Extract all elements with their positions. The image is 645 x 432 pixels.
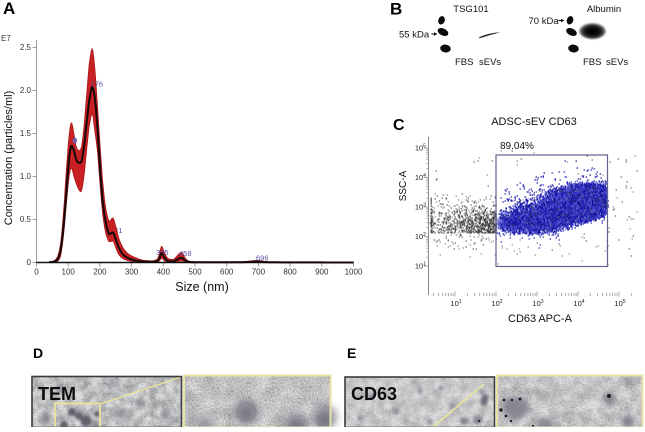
svg-text:104: 104: [573, 299, 584, 308]
svg-text:D: D: [33, 345, 43, 361]
svg-text:500: 500: [188, 268, 202, 277]
svg-text:TSG101: TSG101: [453, 4, 488, 15]
svg-text:C: C: [393, 117, 405, 134]
svg-text:E7: E7: [1, 34, 11, 43]
svg-text:A: A: [3, 0, 15, 18]
svg-text:ADSC-sEV CD63: ADSC-sEV CD63: [491, 116, 577, 128]
svg-text:458: 458: [179, 249, 192, 258]
svg-text:sEVs: sEVs: [479, 57, 501, 68]
svg-text:FBS: FBS: [583, 57, 601, 68]
svg-text:800: 800: [283, 268, 297, 277]
svg-text:0.5: 0.5: [20, 215, 32, 224]
svg-text:101: 101: [450, 299, 461, 308]
svg-text:SSC-A: SSC-A: [398, 170, 409, 201]
svg-text:101: 101: [415, 262, 426, 271]
svg-text:E: E: [347, 345, 356, 361]
svg-text:B: B: [390, 0, 402, 19]
svg-text:FBS: FBS: [455, 57, 473, 68]
svg-text:105: 105: [614, 299, 625, 308]
svg-text:CD63 APC-A: CD63 APC-A: [508, 313, 573, 325]
svg-text:1.5: 1.5: [20, 129, 32, 138]
svg-text:0: 0: [27, 258, 32, 267]
svg-text:103: 103: [532, 299, 543, 308]
svg-text:70 kDa: 70 kDa: [529, 16, 560, 27]
svg-text:1000: 1000: [345, 268, 363, 277]
svg-text:900: 900: [315, 268, 329, 277]
svg-text:2.0: 2.0: [20, 86, 32, 95]
svg-text:200: 200: [93, 268, 107, 277]
svg-text:TEM: TEM: [38, 384, 76, 404]
svg-text:102: 102: [491, 299, 502, 308]
svg-text:0: 0: [34, 268, 39, 277]
svg-text:696: 696: [256, 254, 269, 263]
svg-text:55 kDa: 55 kDa: [399, 30, 430, 41]
svg-text:395: 395: [156, 248, 169, 257]
svg-text:176: 176: [91, 80, 104, 89]
svg-text:2.5: 2.5: [20, 43, 32, 52]
svg-text:105: 105: [415, 144, 426, 153]
svg-text:600: 600: [220, 268, 234, 277]
svg-text:103: 103: [415, 203, 426, 212]
svg-text:300: 300: [125, 268, 139, 277]
svg-text:89.04%: 89.04%: [500, 141, 534, 152]
svg-text:Size (nm): Size (nm): [175, 280, 228, 294]
svg-text:CD63: CD63: [351, 384, 397, 404]
svg-text:Albumin: Albumin: [587, 4, 621, 15]
svg-text:700: 700: [252, 268, 266, 277]
svg-text:400: 400: [157, 268, 171, 277]
svg-text:102: 102: [415, 232, 426, 241]
svg-text:100: 100: [62, 268, 76, 277]
svg-text:sEVs: sEVs: [606, 57, 628, 68]
svg-text:Concentration (particles/ml): Concentration (particles/ml): [3, 91, 15, 226]
svg-text:1.0: 1.0: [20, 172, 32, 181]
svg-text:104: 104: [415, 173, 426, 182]
